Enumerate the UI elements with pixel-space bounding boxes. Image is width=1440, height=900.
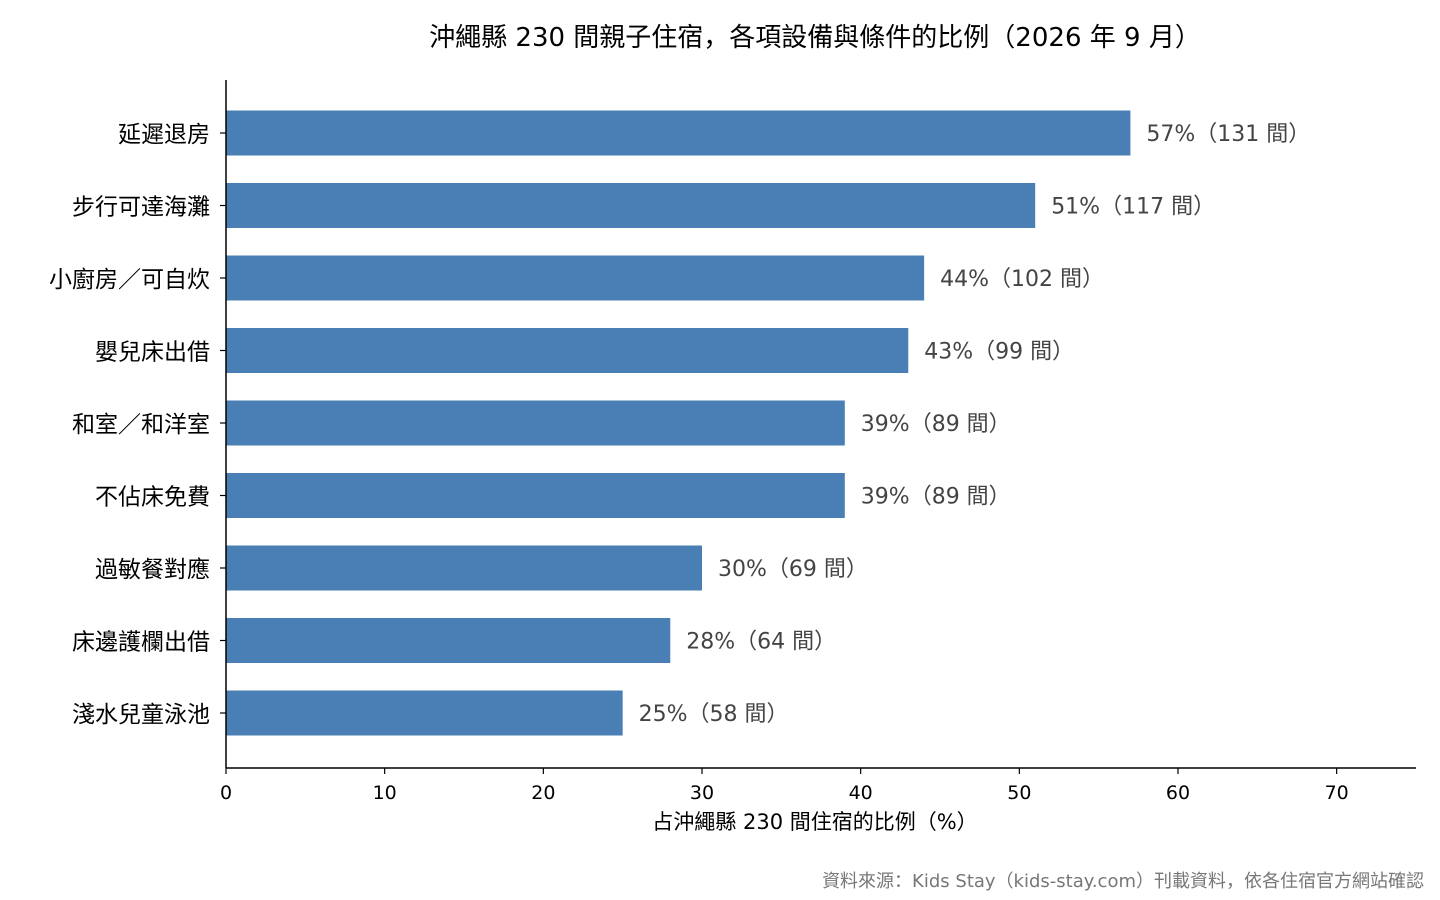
bar-2 xyxy=(226,255,925,301)
x-tick-label-4: 40 xyxy=(849,782,873,804)
data-label-1: 51%（117 間） xyxy=(1051,195,1215,220)
data-label-8: 25%（58 間） xyxy=(639,702,789,727)
data-label-7: 28%（64 間） xyxy=(686,630,836,655)
bar-5 xyxy=(226,473,845,518)
bar-8 xyxy=(226,690,623,736)
y-category-label-7: 床邊護欄出借 xyxy=(72,630,210,656)
data-label-5: 39%（89 間） xyxy=(861,485,1011,510)
bars-layer xyxy=(226,110,1131,736)
bar-1 xyxy=(226,183,1036,228)
y-category-label-3: 嬰兒床出借 xyxy=(95,340,210,366)
x-tick-label-6: 60 xyxy=(1166,782,1190,804)
x-tick-label-5: 50 xyxy=(1007,782,1031,804)
bar-0 xyxy=(226,110,1131,156)
x-tick-label-1: 10 xyxy=(373,782,397,804)
source-note: 資料來源：Kids Stay（kids-stay.com）刊載資料，依各住宿官方… xyxy=(822,871,1424,892)
x-tick-label-3: 30 xyxy=(690,782,714,804)
y-category-label-1: 步行可達海灘 xyxy=(72,195,210,221)
bar-3 xyxy=(226,328,909,373)
y-category-label-5: 不佔床免費 xyxy=(95,485,210,511)
x-ticks: 0 10 20 30 40 50 60 70 xyxy=(220,768,1349,804)
data-label-0: 57%（131 間） xyxy=(1146,122,1310,147)
data-label-4: 39%（89 間） xyxy=(861,412,1011,437)
y-category-label-6: 過敏餐對應 xyxy=(95,557,210,583)
y-category-labels: 延遲退房步行可達海灘小廚房／可自炊嬰兒床出借和室／和洋室不佔床免費過敏餐對應床邊… xyxy=(49,122,226,728)
y-category-label-4: 和室／和洋室 xyxy=(72,412,210,438)
x-tick-label-7: 70 xyxy=(1325,782,1349,804)
data-labels-layer: 57%（131 間） 51%（117 間） 44%（102 間） 43%（99 間） 3… xyxy=(639,122,1311,727)
chart-title: 沖繩縣 230 間親子住宿，各項設備與條件的比例（2026 年 9 月） xyxy=(429,23,1201,53)
y-category-label-0: 延遲退房 xyxy=(118,122,210,148)
x-axis-label: 占沖繩縣 230 間住宿的比例（%） xyxy=(652,810,977,834)
data-label-2: 44%（102 間） xyxy=(940,267,1104,292)
data-label-3: 43%（99 間） xyxy=(924,340,1074,365)
bar-4 xyxy=(226,400,845,446)
y-category-label-2: 小廚房／可自炊 xyxy=(49,267,210,293)
bar-6 xyxy=(226,545,702,591)
y-category-label-8: 淺水兒童泳池 xyxy=(72,702,210,728)
bar-7 xyxy=(226,618,671,663)
x-tick-label-0: 0 xyxy=(220,782,232,804)
x-tick-label-2: 20 xyxy=(531,782,555,804)
data-label-6: 30%（69 間） xyxy=(718,557,868,582)
